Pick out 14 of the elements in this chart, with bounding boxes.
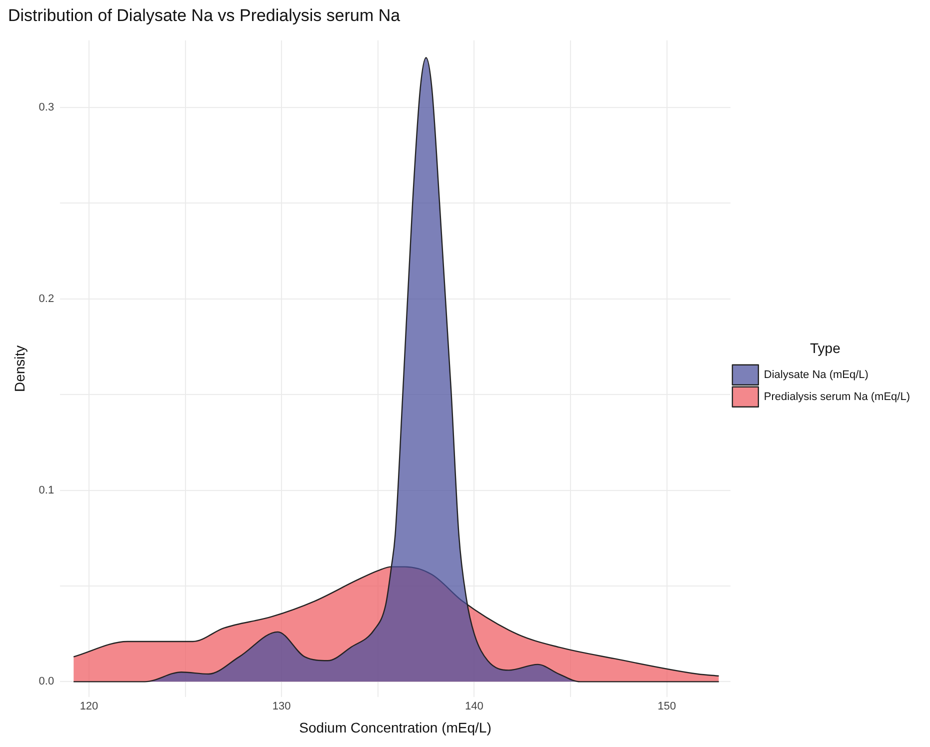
legend-title: Type: [810, 340, 841, 356]
legend-label: Predialysis serum Na (mEq/L): [764, 390, 910, 403]
y-tick-label: 0.0: [38, 676, 54, 688]
y-axis-title: Density: [11, 345, 28, 392]
y-tick-label: 0.1: [38, 484, 54, 496]
x-tick-label: 120: [80, 700, 98, 713]
x-tick-label: 150: [658, 700, 676, 713]
x-tick-label: 140: [465, 700, 484, 713]
x-axis-title: Sodium Concentration (mEq/L): [299, 719, 492, 736]
x-tick-label: 130: [272, 700, 291, 713]
y-tick-label: 0.2: [38, 292, 54, 305]
legend-label: Dialysate Na (mEq/L): [764, 368, 868, 381]
chart-title: Distribution of Dialysate Na vs Predialysis serum Na: [8, 6, 401, 25]
y-tick-label: 0.3: [38, 101, 54, 114]
